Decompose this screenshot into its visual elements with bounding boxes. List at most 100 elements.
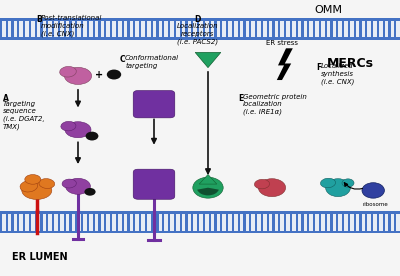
Bar [101, 21, 104, 37]
Bar [350, 21, 354, 37]
Bar [211, 214, 214, 230]
Bar [89, 21, 93, 37]
Text: D: D [194, 15, 201, 24]
Circle shape [362, 183, 384, 198]
Bar [194, 21, 197, 37]
Bar [141, 21, 145, 37]
Bar [222, 214, 226, 230]
Bar [37, 214, 40, 230]
Bar [182, 214, 186, 230]
Ellipse shape [60, 67, 76, 77]
Text: A: A [3, 94, 9, 103]
Bar [147, 214, 151, 230]
Bar [66, 214, 70, 230]
Bar [194, 214, 197, 230]
Ellipse shape [22, 182, 52, 199]
Bar [257, 214, 261, 230]
Bar [78, 214, 81, 230]
Ellipse shape [254, 179, 270, 189]
Bar [240, 21, 243, 37]
Ellipse shape [64, 67, 92, 84]
Bar [286, 21, 290, 37]
Bar [379, 21, 382, 37]
Bar [298, 214, 301, 230]
Bar [164, 214, 168, 230]
Bar [188, 214, 191, 230]
Bar [112, 21, 116, 37]
Bar [48, 21, 52, 37]
Bar [205, 21, 209, 37]
Bar [8, 214, 11, 230]
Bar [8, 21, 11, 37]
Bar [217, 214, 220, 230]
Bar [14, 214, 17, 230]
Bar [25, 21, 29, 37]
Bar [118, 214, 122, 230]
Ellipse shape [258, 179, 286, 197]
Bar [332, 21, 336, 37]
Bar [263, 214, 266, 230]
Bar [159, 214, 162, 230]
Bar [182, 21, 186, 37]
Text: ER stress: ER stress [266, 39, 298, 46]
Text: E: E [238, 94, 243, 103]
Bar [298, 21, 301, 37]
Bar [83, 214, 87, 230]
Text: Localization
receptors
(i.e. PACS2): Localization receptors (i.e. PACS2) [177, 23, 218, 45]
Ellipse shape [342, 179, 354, 187]
Ellipse shape [65, 122, 91, 138]
Bar [106, 214, 110, 230]
Bar [327, 21, 330, 37]
Bar [373, 21, 377, 37]
Bar [170, 21, 174, 37]
Bar [257, 21, 261, 37]
Bar [48, 214, 52, 230]
Bar [2, 214, 6, 230]
Bar [292, 21, 296, 37]
Bar [234, 21, 238, 37]
Ellipse shape [62, 179, 76, 188]
Bar [292, 214, 296, 230]
Bar [321, 214, 324, 230]
Bar [124, 214, 128, 230]
Text: MERCs: MERCs [326, 57, 374, 70]
Bar [20, 214, 23, 230]
Bar [321, 21, 324, 37]
Bar [263, 21, 266, 37]
Polygon shape [277, 48, 293, 80]
Polygon shape [195, 52, 221, 68]
Bar [332, 214, 336, 230]
Bar [309, 214, 313, 230]
Bar [14, 21, 17, 37]
Text: Conformational
targeting: Conformational targeting [125, 55, 179, 69]
Bar [251, 21, 255, 37]
Bar [396, 21, 400, 37]
Wedge shape [197, 188, 219, 195]
Bar [106, 21, 110, 37]
Bar [153, 214, 156, 230]
Text: Targeting
sequence
(i.e. DGAT2,
TMX): Targeting sequence (i.e. DGAT2, TMX) [3, 101, 45, 130]
Bar [136, 21, 139, 37]
Bar [274, 214, 278, 230]
Text: F: F [316, 63, 321, 73]
Polygon shape [199, 174, 217, 184]
Text: OMM: OMM [314, 5, 342, 15]
Bar [20, 21, 23, 37]
Bar [344, 21, 348, 37]
Bar [356, 21, 359, 37]
Bar [228, 214, 232, 230]
Bar [350, 214, 354, 230]
Text: Geometric protein
localization
(i.e. IRE1α): Geometric protein localization (i.e. IRE… [243, 94, 307, 115]
Bar [315, 21, 319, 37]
Bar [205, 214, 209, 230]
Ellipse shape [326, 179, 350, 197]
Bar [43, 21, 46, 37]
Bar [274, 21, 278, 37]
Bar [390, 214, 394, 230]
FancyBboxPatch shape [133, 169, 175, 199]
Bar [280, 214, 284, 230]
Ellipse shape [66, 178, 90, 194]
Bar [118, 21, 122, 37]
Bar [95, 214, 98, 230]
Bar [66, 21, 70, 37]
